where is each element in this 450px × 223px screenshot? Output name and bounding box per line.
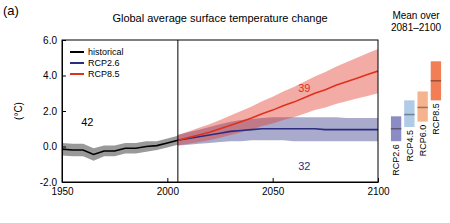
tick-label: 4.0 [43,70,57,81]
tick-mark [273,178,274,182]
category-label: RCP8.5 [431,103,441,135]
panel-label: (a) [3,3,19,18]
tick: 0.0 [43,141,66,152]
tick-label: 1950 [51,186,74,197]
chart-title: Global average surface temperature chang… [112,12,327,24]
plot-area [62,40,378,182]
tick: 6.0 [43,35,66,46]
tick-label: 2050 [262,186,285,197]
tick-mark [62,111,66,112]
axis-line [63,182,379,183]
uncertainty-band [178,49,378,146]
panel-title: Mean over2081–2100 [391,10,441,33]
tick-mark [378,178,379,182]
mean-line [404,114,414,116]
legend-entry: RCP2.6 [70,58,120,68]
range-bar [391,116,401,141]
range-bar [404,100,414,127]
tick: 2100 [367,178,390,197]
tick-mark [62,40,66,41]
tick: 4.0 [43,70,66,81]
legend-swatch [70,62,84,64]
range-bar [431,61,441,100]
series-line [178,129,378,141]
legend-swatch [70,51,84,53]
y-axis: -2.0 0.0 2.0 4.0 6.0 [40,35,66,188]
annotation: 39 [298,82,310,94]
tick-label: 2000 [157,186,180,197]
y-axis-title: (°C) [13,102,24,120]
legend-entry: historical [70,47,124,57]
tick: 2050 [262,178,285,197]
category-label: RCP4.5 [405,130,415,162]
legend: historicalRCP2.6RCP8.5 [70,47,124,79]
chart-svg: (a) Global average surface temperature ch… [0,0,450,223]
mean-line [417,107,427,109]
category-label: RCP6.0 [418,125,428,157]
annotation: 42 [81,116,93,128]
tick-label: 2.0 [43,106,57,117]
panel-title-line: 2081–2100 [391,22,441,33]
divider-line [177,40,178,182]
range-bars [391,61,441,141]
legend-label: historical [88,47,124,57]
category-label: RCP2.6 [391,144,401,176]
tick-label: -2.0 [40,177,58,188]
tick-mark [62,147,66,148]
tick-label: 2100 [367,186,390,197]
tick: 2000 [157,178,180,197]
tick: 2.0 [43,106,66,117]
legend-label: RCP2.6 [88,58,120,68]
annotation: 32 [298,160,310,172]
tick: -2.0 [40,177,66,188]
tick-label: 0.0 [43,141,57,152]
chart-container: (a) Global average surface temperature ch… [0,0,450,223]
tick-label: 6.0 [43,35,57,46]
tick-mark [167,178,168,182]
legend-label: RCP8.5 [88,69,120,79]
panel-title-line: Mean over [392,10,440,21]
legend-entry: RCP8.5 [70,69,120,79]
mean-line [431,80,441,82]
tick-mark [62,76,66,77]
legend-swatch [70,73,84,75]
uncertainty-band [62,136,178,161]
x-axis: 1950 2000 2050 2100 [51,178,390,197]
tick-mark [62,182,66,183]
range-bar [417,91,427,121]
series-line [62,140,178,154]
mean-line [391,128,401,130]
series-line [178,71,378,140]
plot-frame [62,40,378,182]
